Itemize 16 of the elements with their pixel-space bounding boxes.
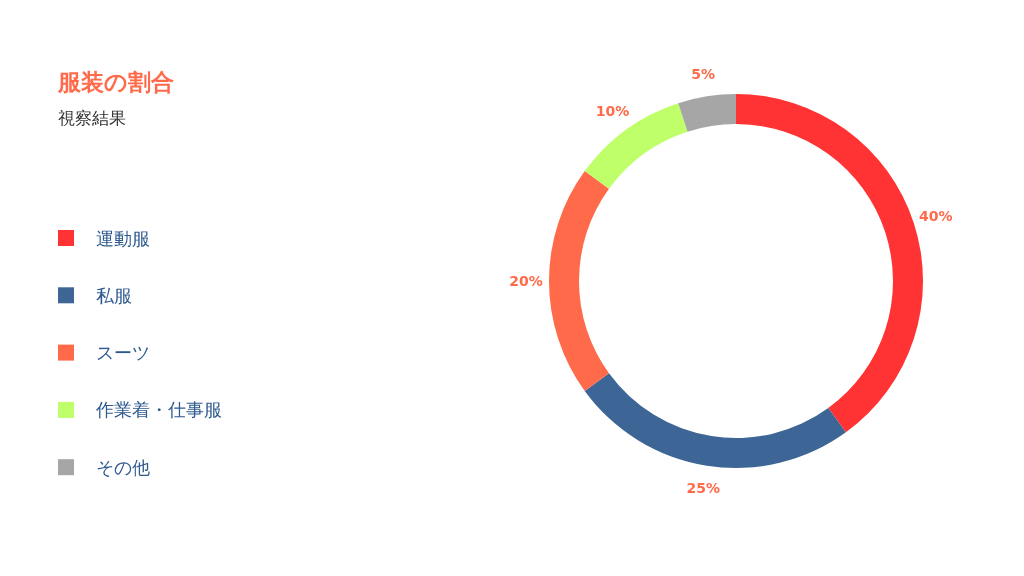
legend-label: 運動服 <box>96 227 150 249</box>
data-label: 40% <box>918 208 953 225</box>
data-label: 25% <box>686 480 720 497</box>
data-label: 5% <box>691 65 716 82</box>
donut-slice <box>678 94 736 132</box>
text: 視察結果 <box>58 108 126 128</box>
legend-label: 私服 <box>96 284 132 306</box>
legend-label: スーツ <box>96 342 150 364</box>
donut-slice <box>584 103 688 189</box>
donut-slice <box>584 373 846 468</box>
data-label: 20% <box>509 273 543 289</box>
chart-title: 服装の割合 <box>57 69 174 95</box>
legend-label: その他 <box>96 456 150 478</box>
donut-slice <box>549 171 609 391</box>
legend-label: 作業着・仕事服 <box>95 399 222 421</box>
data-label: 10% <box>595 103 630 120</box>
